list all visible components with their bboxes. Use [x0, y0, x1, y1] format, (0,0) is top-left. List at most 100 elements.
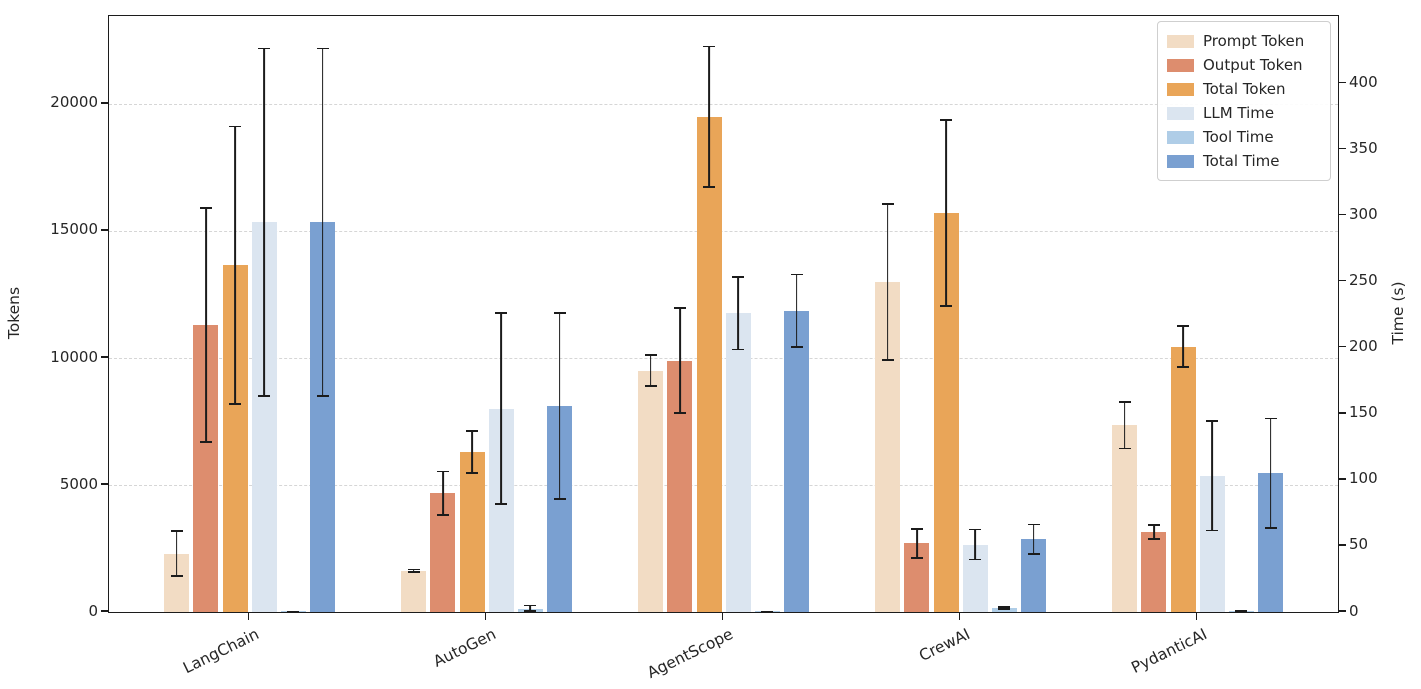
errorbar-stem: [558, 312, 561, 500]
xtick-mark-agentscope: [721, 612, 724, 620]
right-axis-title: Time (s): [1389, 281, 1407, 345]
errorbar-agentscope-output-token: [673, 307, 686, 414]
legend-label: Tool Time: [1203, 128, 1274, 146]
right-ytick-label-50: 50: [1349, 535, 1369, 554]
right-ytick-label-350: 350: [1349, 139, 1378, 157]
errorbar-stem: [441, 470, 444, 517]
errorbar-cap-bottom: [287, 611, 300, 614]
xtick-mark-crewai: [958, 612, 961, 620]
right-ytick-mark: [1338, 147, 1346, 150]
errorbar-cap-bottom: [229, 403, 241, 405]
errorbar-cap-top: [199, 206, 212, 209]
errorbar-stem: [886, 203, 889, 361]
errorbar-cap-top: [644, 354, 657, 356]
bar-pydanticai-prompt-token: [1112, 425, 1138, 612]
legend-label: Total Token: [1203, 80, 1286, 98]
errorbar-crewai-tool-time: [998, 606, 1011, 611]
left-ytick-mark: [101, 610, 108, 612]
left-ytick-label-10000: 10000: [50, 347, 98, 366]
errorbar-cap-bottom: [940, 305, 952, 308]
errorbar-stem: [204, 206, 207, 444]
errorbar-cap-bottom: [644, 385, 657, 388]
errorbar-cap-bottom: [881, 358, 894, 361]
errorbar-cap-bottom: [998, 608, 1011, 611]
bar-agentscope-total-token: [696, 116, 722, 612]
right-ytick-label-100: 100: [1349, 469, 1378, 488]
errorbar-autogen-output-token: [436, 470, 449, 517]
errorbar-cap-top: [436, 470, 449, 473]
xtick-mark-pydanticai: [1195, 612, 1198, 620]
legend-item-total-token: Total Token: [1167, 77, 1320, 101]
errorbar-pydanticai-output-token: [1147, 524, 1160, 540]
errorbar-stem: [737, 276, 740, 351]
left-ytick-label-15000: 15000: [50, 220, 98, 239]
legend-swatch-output-token: [1167, 58, 1194, 72]
legend-label: LLM Time: [1203, 104, 1275, 122]
legend-swatch-llm-time: [1167, 106, 1194, 120]
bar-agentscope-llm-time: [725, 313, 751, 612]
errorbar-cap-bottom: [495, 503, 508, 505]
xtick-label-langchain: LangChain: [179, 625, 262, 678]
errorbar-stem: [1032, 523, 1035, 556]
legend-swatch-total-time: [1167, 154, 1194, 168]
errorbar-langchain-tool-time: [287, 611, 300, 614]
errorbar-stem: [974, 528, 977, 561]
errorbar-cap-top: [1177, 324, 1189, 327]
errorbar-cap-top: [495, 312, 508, 314]
right-ytick-label-200: 200: [1349, 337, 1378, 356]
left-ytick-mark: [101, 483, 108, 485]
errorbar-agentscope-tool-time: [761, 610, 774, 613]
errorbar-crewai-total-time: [1027, 523, 1040, 556]
left-ytick-mark: [101, 356, 108, 358]
left-axis-title: Tokens: [5, 286, 23, 340]
errorbar-agentscope-prompt-token: [644, 354, 657, 388]
bar-agentscope-total-time: [784, 310, 810, 612]
errorbar-cap-bottom: [316, 394, 329, 397]
errorbar-cap-top: [790, 273, 803, 276]
legend-label: Prompt Token: [1203, 32, 1305, 50]
bar-autogen-total-token: [459, 451, 485, 612]
errorbar-cap-bottom: [199, 441, 212, 444]
errorbar-langchain-total-token: [229, 125, 241, 405]
errorbar-cap-bottom: [1027, 553, 1040, 556]
errorbar-cap-top: [1027, 523, 1040, 526]
left-ytick-mark: [101, 229, 108, 231]
legend-swatch-prompt-token: [1167, 34, 1194, 48]
errorbar-stem: [234, 125, 236, 405]
errorbar-cap-bottom: [170, 575, 183, 578]
errorbar-pydanticai-total-time: [1264, 417, 1277, 529]
errorbar-cap-top: [998, 606, 1011, 608]
xtick-label-pydanticai: PydanticAI: [1128, 625, 1210, 678]
errorbar-cap-top: [407, 568, 420, 571]
errorbar-stem: [471, 430, 473, 474]
errorbar-stem: [649, 354, 652, 388]
errorbar-stem: [1182, 324, 1184, 369]
errorbar-cap-bottom: [524, 610, 537, 612]
errorbar-cap-bottom: [732, 348, 745, 351]
errorbar-stem: [1123, 401, 1126, 450]
errorbar-cap-bottom: [1147, 537, 1160, 540]
errorbar-agentscope-total-time: [790, 273, 803, 348]
errorbar-pydanticai-llm-time: [1206, 420, 1219, 532]
errorbar-stem: [1152, 524, 1155, 540]
errorbar-cap-top: [732, 276, 745, 279]
right-ytick-mark: [1338, 544, 1346, 546]
gridline-5000: [109, 484, 1338, 486]
errorbar-crewai-prompt-token: [881, 203, 894, 361]
errorbar-cap-bottom: [1264, 526, 1277, 529]
legend-label: Total Time: [1203, 152, 1280, 170]
errorbar-cap-top: [881, 203, 894, 205]
errorbar-cap-top: [1206, 420, 1219, 423]
errorbar-cap-bottom: [910, 556, 923, 559]
errorbar-stem: [708, 45, 710, 188]
errorbar-stem: [915, 528, 918, 559]
left-ytick-mark: [101, 102, 108, 104]
xtick-label-crewai: CrewAI: [915, 625, 973, 665]
errorbar-autogen-prompt-token: [407, 568, 420, 573]
errorbar-cap-bottom: [969, 558, 982, 561]
errorbar-agentscope-total-token: [703, 45, 715, 188]
right-ytick-label-150: 150: [1349, 403, 1378, 422]
legend-swatch-tool-time: [1167, 130, 1194, 144]
errorbar-cap-bottom: [790, 345, 803, 348]
errorbar-cap-bottom: [1177, 366, 1189, 369]
